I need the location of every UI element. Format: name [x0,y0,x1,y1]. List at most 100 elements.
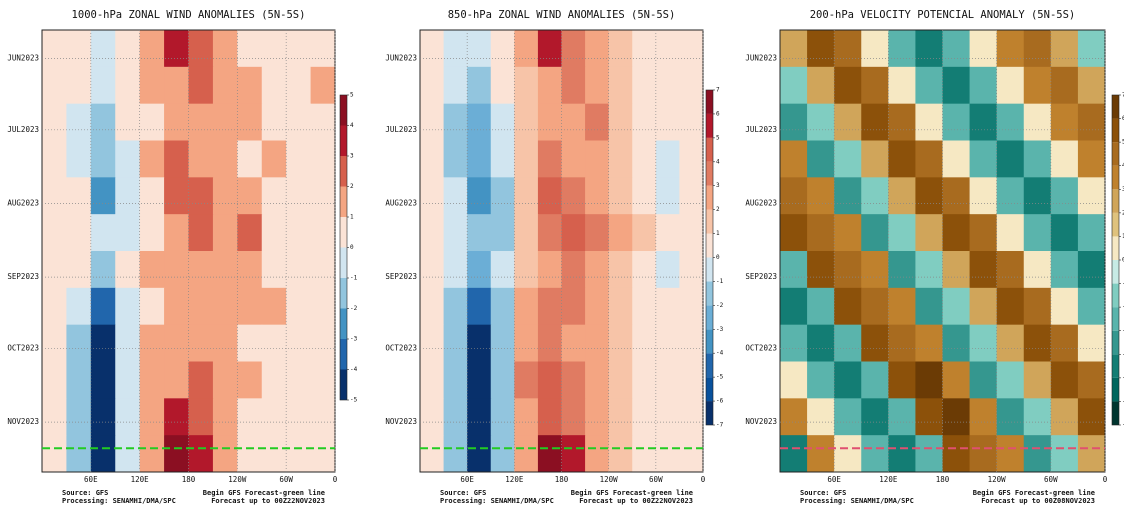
colorbar-bin [706,90,713,114]
y-tick-label: OCT2023 [7,343,39,352]
cell [1050,361,1079,399]
cell [42,177,67,215]
colorbar-bin [340,247,347,278]
cell [655,140,680,178]
cell [780,324,808,362]
cell [261,177,287,215]
colorbar-bin [340,186,347,217]
cell [66,214,92,252]
cell [969,66,998,105]
cell [139,324,165,362]
cell [807,140,835,178]
cell [514,66,539,105]
cell [537,30,562,68]
cell [780,177,808,215]
cell [261,361,287,399]
x-tick-label: 120E [879,475,898,484]
cell [585,361,610,399]
cell [467,435,492,473]
cell [996,30,1025,68]
cell [632,140,657,178]
colorbar-bin [1112,165,1119,190]
cell [310,398,336,436]
cell [996,435,1025,473]
cell [90,435,116,473]
cell [212,398,238,436]
cell [780,287,808,326]
cell [969,140,998,178]
cell [561,66,586,105]
x-tick-label: 180 [182,475,196,484]
cell [212,103,238,141]
colorbar-bin [706,377,713,402]
cell [1077,251,1106,289]
cell [42,361,67,399]
cell [585,324,610,362]
cell [807,103,835,141]
cell [632,398,657,436]
cell [679,214,704,252]
colorbar-label: -4 [1122,351,1124,358]
cell [237,177,263,215]
cell [420,251,445,289]
chart-title: 1000-hPa ZONAL WIND ANOMALIES (5N-5S) [72,9,306,21]
cell [861,324,889,362]
colorbar-bin [1112,95,1119,119]
colorbar-bin [340,339,347,370]
cell [585,30,610,68]
cell [996,251,1025,289]
cell [212,140,238,178]
cell [66,398,92,436]
cell [164,177,189,215]
cell [286,361,312,399]
cell [679,324,704,362]
cell [1023,251,1052,289]
colorbar-label: -7 [716,422,724,429]
cell [286,177,312,215]
cell [608,435,633,473]
cell [1050,103,1079,141]
cell [261,103,287,141]
cell [139,214,165,252]
cell [66,177,92,215]
x-tick-label: 60W [1044,475,1058,484]
cell [212,324,238,362]
cell [996,324,1025,362]
cell [608,251,633,289]
cell [237,140,263,178]
cell [261,140,287,178]
cell [942,103,971,141]
cell [834,177,862,215]
colorbar-bin [340,369,347,400]
colorbar-label: 1 [350,214,354,221]
cell [915,140,943,178]
colorbar-bin [1112,401,1119,425]
cell [632,214,657,252]
cell [212,287,238,326]
cell [286,66,312,105]
cell [443,214,468,252]
cell [115,177,141,215]
cell [1023,140,1052,178]
cell [212,435,238,473]
cell [42,214,67,252]
cell [1077,177,1106,215]
cell [996,287,1025,326]
cell [164,324,189,362]
cell [608,103,633,141]
cell [237,214,263,252]
cell [915,435,943,473]
cell [861,361,889,399]
cell [115,30,141,68]
cell [1023,66,1052,105]
cell [237,361,263,399]
cell [861,251,889,289]
cell [942,324,971,362]
cell [66,324,92,362]
colorbar-bin [340,308,347,339]
cell [1077,140,1106,178]
cell [42,398,67,436]
colorbar-label: 5 [716,134,720,141]
colorbar-bin [706,209,713,234]
colorbar-bin [1112,260,1119,284]
